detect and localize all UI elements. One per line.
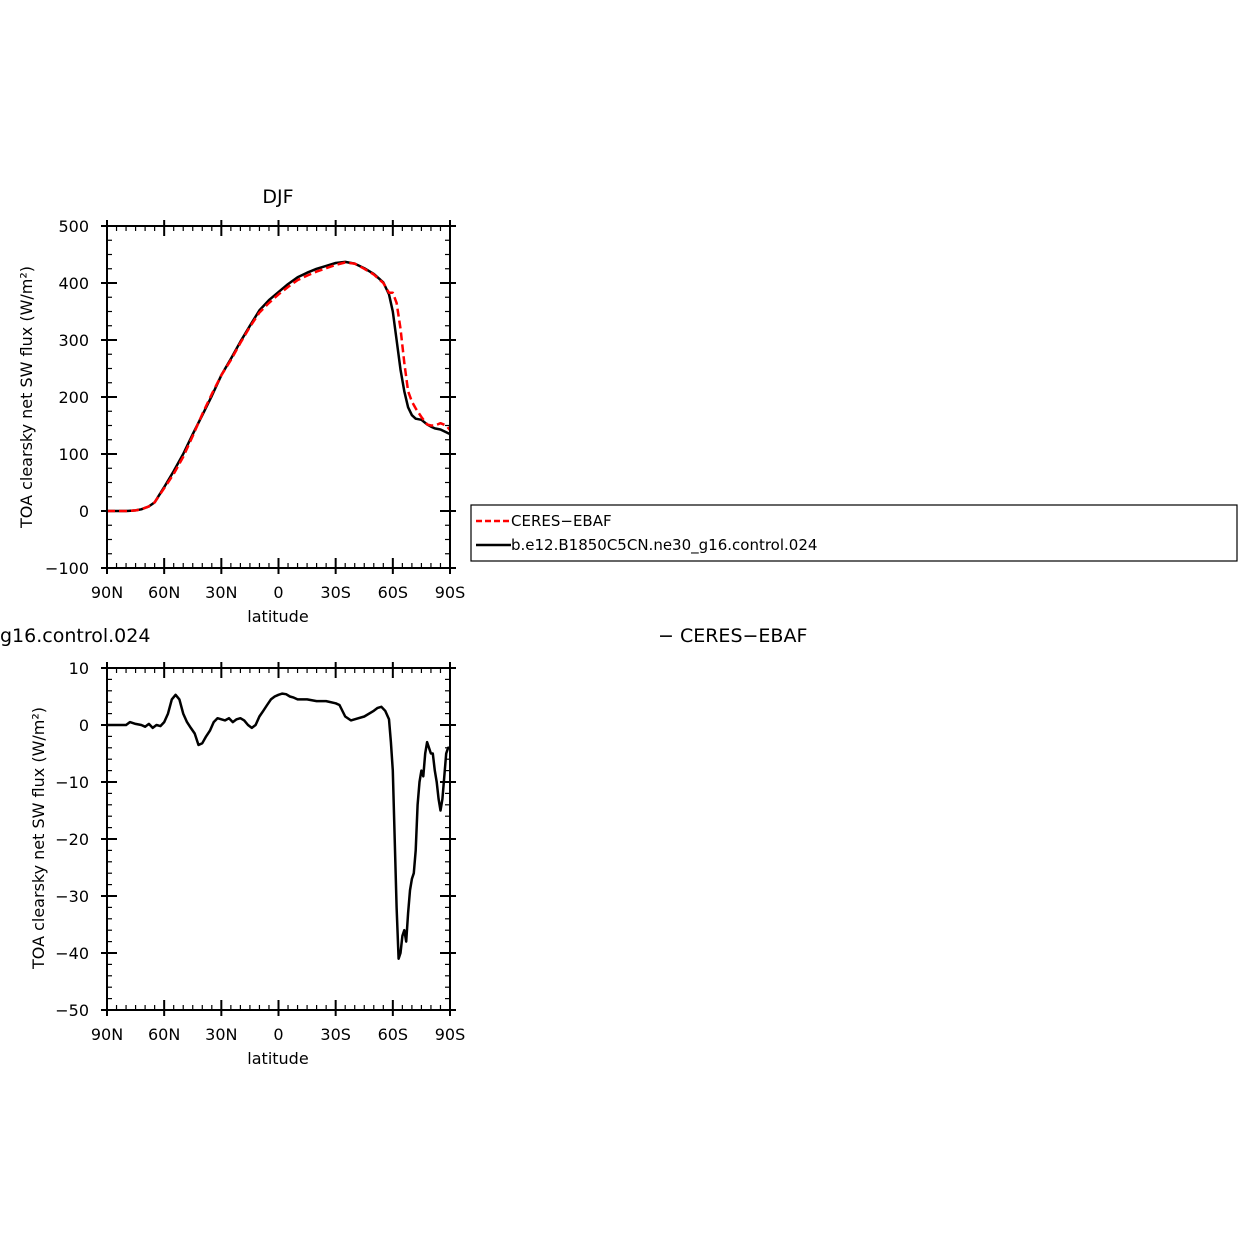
y-tick-label: −50 [55,1001,89,1020]
plot-top-title: DJF [262,186,293,208]
legend-label-model: b.e12.B1850C5CN.ne30_g16.control.024 [511,536,817,555]
plot-top-y-axis-label: TOA clearsky net SW flux (W/m²) [17,266,36,529]
series-line-ceres-ebaf [107,261,451,513]
legend: CERES−EBAF b.e12.B1850C5CN.ne30_g16.cont… [470,504,1238,562]
plot-bottom-y-axis-label: TOA clearsky net SW flux (W/m²) [29,707,48,970]
x-tick-label: 60S [378,583,409,602]
plot-bottom-x-tick-labels: 90N 60N 30N 0 30S 60S 90S [91,1025,465,1044]
legend-box [470,504,1238,562]
x-tick-label: 90N [91,1025,123,1044]
plot-top-x-tick-labels: 90N 60N 30N 0 30S 60S 90S [91,583,465,602]
x-tick-label: 0 [273,583,283,602]
x-tick-label: 90S [435,1025,466,1044]
series-line-b-e12-b1850c5cn-ne30-g16-control-024 [107,260,451,513]
x-tick-label: 60N [148,583,180,602]
plot-bottom-series [107,692,450,960]
plot-bottom-x-axis-label: latitude [247,1049,308,1068]
y-tick-label: 200 [58,388,89,407]
legend-label-ceres: CERES−EBAF [511,512,612,530]
y-tick-label: 400 [58,274,89,293]
plot-top-x-axis-label: latitude [247,607,308,626]
y-tick-label: 0 [79,716,89,735]
y-tick-label: 0 [79,502,89,521]
plot-bottom-ticks [101,662,456,1016]
plot-top-series [107,260,451,513]
plot-top: DJF 90N 60N 30N 0 30S 60S 90S −100 0 100 200 300 40… [17,186,465,626]
x-tick-label: 60S [378,1025,409,1044]
x-tick-label: 90S [435,583,466,602]
plot-top-ticks [101,220,456,574]
plot-bottom-frame [106,667,451,1011]
x-tick-label: 30N [205,583,237,602]
x-tick-label: 30S [320,583,351,602]
y-tick-label: 10 [69,659,89,678]
y-tick-label: 300 [58,331,89,350]
x-tick-label: 30S [320,1025,351,1044]
x-tick-label: 90N [91,583,123,602]
y-tick-label: −20 [55,830,89,849]
x-tick-label: 30N [205,1025,237,1044]
y-tick-label: −10 [55,773,89,792]
plot-bottom-title-left: g16.control.024 [0,625,150,647]
y-tick-label: 100 [58,445,89,464]
y-tick-label: −30 [55,887,89,906]
x-tick-label: 60N [148,1025,180,1044]
y-tick-label: −100 [45,559,89,578]
plot-bottom-y-tick-labels: −50 −40 −30 −20 −10 0 10 [55,659,89,1020]
plot-bottom: g16.control.024 − CERES−EBAF 90N 60N 30N 0 3… [0,625,807,1068]
y-tick-label: −40 [55,944,89,963]
plot-top-frame [106,225,451,569]
x-tick-label: 0 [273,1025,283,1044]
series-line-series-0 [107,692,450,960]
plot-top-y-tick-labels: −100 0 100 200 300 400 500 [45,217,89,578]
plot-bottom-title-right: − CERES−EBAF [658,625,807,647]
y-tick-label: 500 [58,217,89,236]
